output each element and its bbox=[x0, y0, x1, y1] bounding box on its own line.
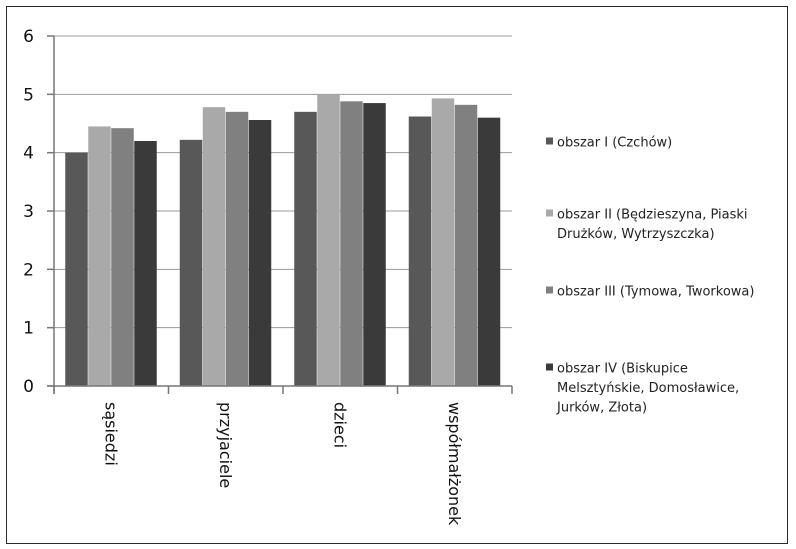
legend-label-4-line-1: obszar IV (Biskupice bbox=[557, 362, 688, 377]
bar-2-series-1 bbox=[179, 139, 203, 386]
category-label-2: przyjaciele bbox=[216, 402, 235, 488]
y-tick-label-0: 0 bbox=[23, 377, 34, 397]
axes bbox=[47, 35, 513, 394]
bars bbox=[65, 94, 501, 387]
bar-3-series-3 bbox=[340, 101, 363, 386]
legend-swatch-4 bbox=[546, 363, 553, 371]
bar-2-series-4 bbox=[248, 120, 272, 386]
bar-1-series-2 bbox=[88, 126, 111, 387]
y-tick-label-5: 5 bbox=[23, 85, 34, 105]
bar-3-series-2 bbox=[317, 94, 340, 386]
y-tick-labels: 0 1 2 3 4 5 6 bbox=[23, 27, 34, 397]
bar-4-series-2 bbox=[431, 98, 455, 387]
bar-4-series-3 bbox=[454, 104, 478, 386]
bar-4-series-4 bbox=[477, 117, 501, 387]
legend-label-2-line-1: obszar II (Będzieszyna, Piaski bbox=[557, 208, 748, 223]
legend: obszar I (Czchów) obszar II (Będzieszyna,… bbox=[546, 136, 754, 416]
category-label-3: dzieci bbox=[330, 402, 349, 448]
legend-label-2-line-2: Drużków, Wytrzyszczka) bbox=[557, 227, 715, 242]
y-tick-label-2: 2 bbox=[23, 260, 34, 280]
category-labels: sąsiedzi przyjaciele dzieci współmałżonek bbox=[101, 402, 464, 526]
bar-2-series-3 bbox=[225, 111, 249, 386]
legend-swatch-3 bbox=[546, 286, 553, 294]
bar-2-series-2 bbox=[202, 107, 226, 387]
legend-label-1-line-1: obszar I (Czchów) bbox=[557, 136, 672, 151]
legend-label-4-line-2: Melsztyńskie, Domosławice, bbox=[557, 381, 739, 396]
legend-label-4-line-3: Jurków, Złota) bbox=[556, 401, 647, 416]
y-tick-label-1: 1 bbox=[23, 319, 34, 339]
legend-swatch-2 bbox=[546, 209, 553, 217]
y-tick-label-6: 6 bbox=[23, 27, 34, 47]
bar-1-series-4 bbox=[134, 141, 157, 386]
y-tick-label-4: 4 bbox=[23, 144, 34, 164]
bar-3-series-1 bbox=[294, 111, 317, 386]
bar-4-series-1 bbox=[408, 116, 432, 386]
bar-1-series-1 bbox=[65, 152, 88, 386]
legend-swatch-1 bbox=[546, 137, 553, 145]
category-label-1: sąsiedzi bbox=[101, 402, 120, 466]
bar-1-series-3 bbox=[111, 128, 134, 386]
y-tick-label-3: 3 bbox=[23, 202, 34, 222]
category-label-4: współmałżonek bbox=[445, 402, 464, 526]
legend-label-3-line-1: obszar III (Tymowa, Tworkowa) bbox=[557, 285, 754, 300]
bar-3-series-4 bbox=[363, 103, 386, 386]
